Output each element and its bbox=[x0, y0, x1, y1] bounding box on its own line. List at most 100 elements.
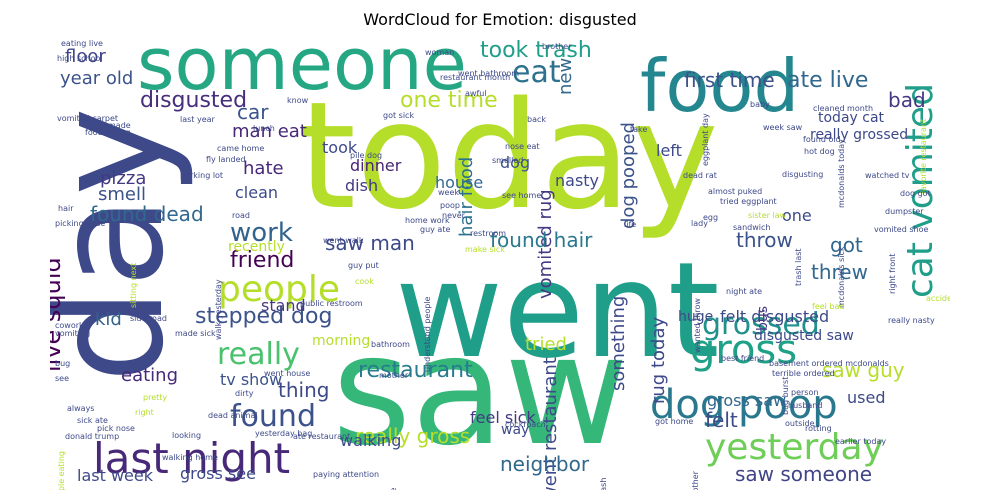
cloud-word: vomiting bbox=[55, 329, 91, 338]
cloud-word: feel sick bbox=[470, 408, 536, 427]
cloud-word: hair food bbox=[456, 156, 477, 238]
cloud-word: morning bbox=[312, 333, 371, 349]
cloud-word: bathroom bbox=[371, 340, 410, 349]
cloud-word: gross see bbox=[180, 464, 256, 483]
cloud-word: sick ate bbox=[77, 416, 108, 425]
cloud-word: tried eggplant bbox=[720, 197, 777, 206]
cloud-word: vomited carpet bbox=[57, 114, 119, 123]
cloud-word: eating live bbox=[61, 40, 103, 48]
cloud-word: mother bbox=[379, 371, 409, 380]
cloud-word: restaurant bbox=[358, 358, 473, 383]
cloud-word: guy ate bbox=[420, 225, 451, 234]
cloud-word: took trash bbox=[480, 40, 592, 63]
cloud-word: dead rat bbox=[683, 171, 717, 180]
cloud-word: hair bbox=[58, 204, 74, 213]
cloud-word: got bbox=[830, 233, 863, 257]
cloud-word: new bbox=[555, 57, 576, 95]
cloud-word: guy put bbox=[348, 261, 379, 270]
cloud-word: parking lot bbox=[180, 171, 224, 180]
cloud-word: hate bbox=[243, 158, 284, 179]
cloud-word: brother bbox=[542, 42, 572, 51]
cloud-word: week bbox=[438, 188, 460, 197]
cloud-word: really bbox=[217, 337, 300, 372]
cloud-word: something bbox=[608, 295, 629, 392]
cloud-word: feel bad bbox=[812, 302, 845, 311]
cloud-word: saw bbox=[332, 302, 629, 479]
cloud-word: disgusted bbox=[140, 88, 248, 113]
cloud-word: found old bbox=[803, 135, 841, 144]
cloud-word: little brother bbox=[691, 471, 700, 490]
cloud-word: understand people bbox=[423, 296, 432, 372]
cloud-word: never bbox=[442, 211, 465, 220]
cloud-word: picking nose bbox=[55, 219, 106, 228]
cloud-word: last night bbox=[93, 434, 291, 483]
cloud-word: last week bbox=[77, 466, 153, 485]
cloud-word: mcdonalds sick bbox=[837, 246, 846, 308]
cloud-word: nasty bbox=[555, 171, 600, 190]
cloud-word: used bbox=[847, 388, 886, 407]
cloud-word: smell bbox=[98, 184, 146, 205]
cloud-word: made bbox=[108, 121, 131, 130]
cloud-word: work bbox=[230, 218, 293, 248]
cloud-word: sitting next bbox=[129, 262, 138, 308]
cloud-word: live squid bbox=[50, 257, 66, 372]
cloud-word: awful bbox=[465, 89, 487, 98]
cloud-word: dog poop bbox=[650, 382, 838, 428]
cloud-word: went bbox=[395, 234, 720, 388]
cloud-word: recently bbox=[228, 239, 285, 255]
cloud-word: cook bbox=[355, 277, 374, 286]
cloud-word: way home bbox=[389, 488, 398, 490]
cloud-word: know bbox=[287, 96, 309, 105]
cloud-word: rug today bbox=[648, 316, 669, 405]
cloud-word: person bbox=[791, 388, 819, 397]
cloud-word: house bbox=[435, 173, 484, 192]
cloud-word: way bbox=[501, 422, 530, 438]
cloud-word: year old bbox=[60, 68, 134, 89]
cloud-word: today bbox=[298, 70, 719, 242]
cloud-word: see bbox=[55, 374, 70, 383]
cloud-word: lunch bbox=[253, 124, 275, 133]
cloud-word: saw guy bbox=[822, 358, 905, 382]
cloud-word: one time bbox=[400, 88, 498, 113]
cloud-word: walk yesterday bbox=[214, 279, 223, 340]
cloud-word: high school bbox=[57, 54, 103, 63]
cloud-word: dinner bbox=[350, 156, 402, 175]
cloud-word: almost puked bbox=[708, 187, 763, 196]
cloud-word: disgusted saw bbox=[754, 328, 854, 344]
cloud-word: went walk bbox=[323, 236, 364, 245]
cloud-word: really gross bbox=[355, 424, 471, 448]
cloud-word: cockroach bbox=[505, 420, 546, 429]
cloud-word: bug bbox=[55, 359, 71, 368]
cloud-word: huge bbox=[678, 309, 714, 325]
cloud-word: felt bbox=[705, 408, 738, 432]
cloud-word: first time bbox=[684, 68, 775, 92]
cloud-word: see home bbox=[502, 191, 542, 200]
cloud-word: eat bbox=[512, 55, 561, 90]
cloud-word: really nasty bbox=[888, 316, 935, 325]
cloud-word: coworker bbox=[55, 321, 92, 330]
cloud-word: tried bbox=[525, 334, 567, 355]
cloud-word: last year bbox=[180, 115, 215, 124]
cloud-word: left bbox=[656, 141, 682, 160]
cloud-word: life bbox=[624, 220, 637, 229]
cloud-word: donald trump bbox=[65, 432, 120, 441]
cloud-word: pile dog bbox=[350, 151, 383, 160]
cloud-word: gross bbox=[690, 327, 798, 373]
cloud-word: poop bbox=[440, 201, 460, 210]
cloud-word: food bbox=[640, 44, 800, 128]
cloud-word: woman bbox=[425, 48, 455, 57]
cloud-word: found dead bbox=[90, 202, 204, 226]
cloud-word: ate restaurant bbox=[293, 432, 351, 441]
cloud-word: yesterday bbox=[705, 427, 884, 468]
cloud-word: paying attention bbox=[313, 470, 380, 479]
cloud-word: side road bbox=[130, 314, 167, 323]
cloud-word: husband bbox=[788, 401, 823, 410]
cloud-word: neighbor bbox=[500, 452, 590, 476]
cloud-word: people bbox=[218, 269, 341, 310]
cloud-word: someone bbox=[137, 40, 467, 106]
cloud-word: wanted throw bbox=[693, 297, 702, 353]
cloud-word: looking bbox=[172, 431, 202, 440]
cloud-word: walking home bbox=[162, 453, 218, 462]
cloud-word: thing bbox=[278, 378, 330, 402]
cloud-word: dirty bbox=[235, 389, 254, 398]
